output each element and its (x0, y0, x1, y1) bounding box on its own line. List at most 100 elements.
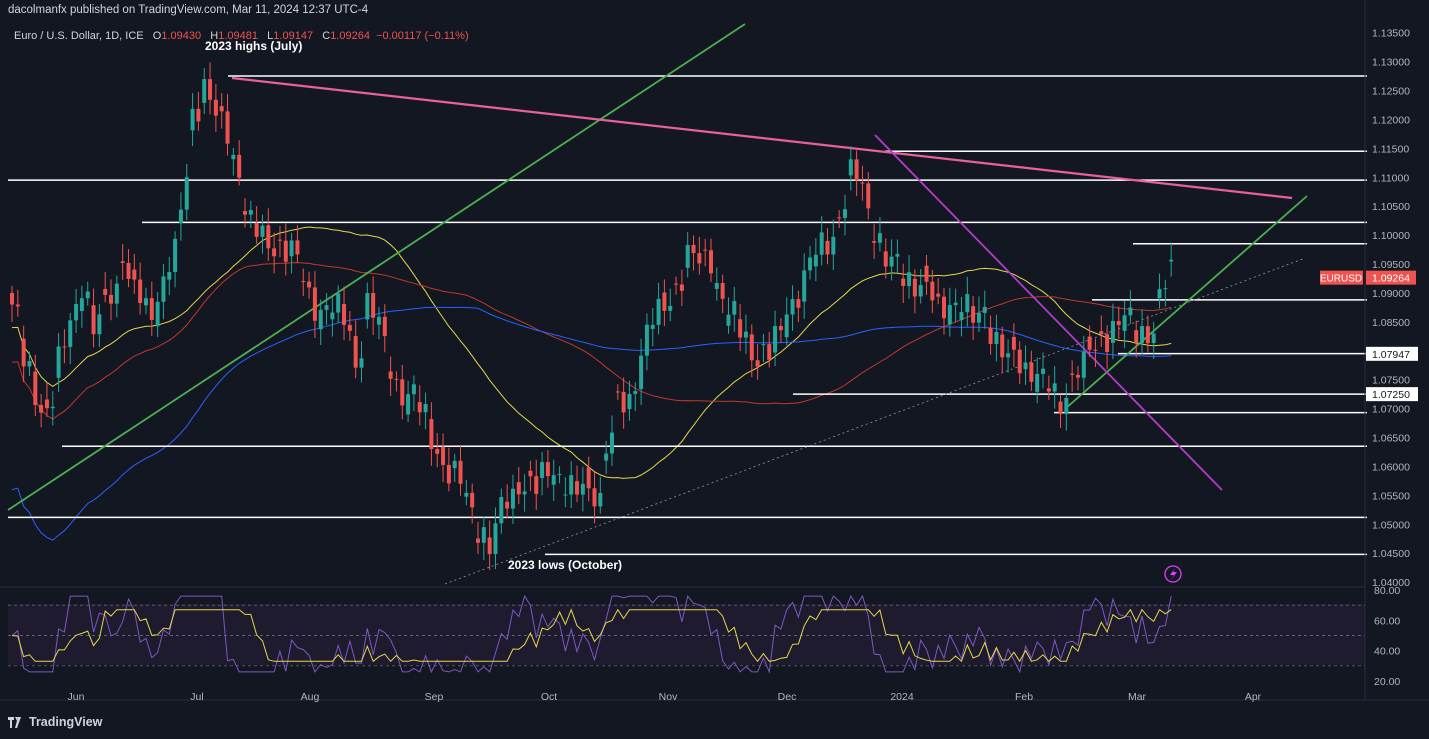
candle-body (155, 301, 160, 327)
candle-body (167, 272, 172, 280)
low-label: L (267, 30, 274, 42)
candle (982, 290, 987, 329)
time-tick-label: Aug (301, 691, 320, 703)
candle (138, 262, 143, 315)
candle-body (738, 319, 743, 338)
candle (1116, 306, 1121, 339)
price-tick-label: 1.06500 (1372, 433, 1410, 445)
candle-body (353, 336, 358, 368)
candle (1064, 383, 1069, 431)
candle (312, 271, 317, 339)
symbol-description: Euro / U.S. Dollar, 1D, ICE (14, 30, 144, 42)
candle (1110, 303, 1115, 360)
high-label: H (210, 30, 219, 42)
candle (837, 210, 842, 229)
candle (703, 238, 708, 267)
candle-body (697, 253, 702, 264)
candle (557, 466, 562, 484)
candle-body (510, 488, 515, 509)
tradingview-brand[interactable]: TradingView (8, 715, 102, 729)
candle (662, 279, 667, 327)
candle (213, 83, 218, 132)
candle-body (1122, 315, 1127, 331)
candle (126, 249, 131, 288)
candle (120, 243, 125, 281)
brand-label: TradingView (29, 715, 103, 729)
candle (173, 231, 178, 288)
candle (901, 263, 906, 304)
candle-body (324, 305, 329, 310)
candle (778, 318, 783, 343)
candle (627, 380, 632, 421)
candle (621, 377, 626, 429)
candle-body (452, 460, 457, 469)
candle (33, 354, 38, 417)
candle (697, 236, 702, 275)
candle (767, 331, 772, 368)
candle (470, 483, 475, 524)
candle (499, 488, 504, 534)
annotations: 2023 highs (July) 2023 lows (October) (205, 39, 1182, 583)
candle (633, 382, 638, 412)
candle (1041, 352, 1046, 389)
candle (464, 479, 469, 506)
candle-body (545, 462, 550, 477)
candle (936, 277, 941, 305)
candle-body (68, 320, 73, 347)
candle (184, 163, 189, 221)
candle (237, 140, 242, 186)
candle-body (831, 236, 836, 255)
candle-body (761, 344, 766, 346)
candle-body (1052, 383, 1057, 392)
candle-body (417, 402, 422, 413)
candle (476, 521, 480, 555)
candle-body (790, 299, 795, 315)
candle (580, 466, 585, 512)
candle-body (528, 470, 533, 477)
candle (1081, 335, 1086, 391)
price-tick-label: 1.07000 (1372, 404, 1410, 416)
candle (44, 382, 49, 418)
candle (493, 507, 498, 570)
candle-body (837, 217, 842, 219)
candle (481, 516, 486, 561)
candle-body (219, 106, 224, 112)
candle-body (540, 462, 545, 479)
candle-body (1023, 362, 1028, 370)
price-tick-label: 1.09000 (1372, 288, 1410, 300)
candle (178, 192, 183, 241)
candle-body (74, 304, 79, 321)
candle-body (499, 497, 504, 524)
dashed-support-trendline (444, 257, 1306, 585)
time-tick-label: Sep (425, 691, 444, 703)
candle-body (21, 338, 26, 367)
candle-body (994, 331, 999, 344)
candle-body (674, 283, 679, 285)
candle-body (330, 312, 335, 320)
candle-body (936, 293, 941, 297)
candle (522, 474, 527, 512)
candle (208, 62, 213, 115)
candle (266, 208, 271, 262)
candle (1000, 326, 1005, 373)
moving-averages (11, 226, 1172, 541)
candle (382, 304, 387, 353)
candle (429, 402, 434, 466)
candle-body (1070, 373, 1075, 375)
candle (91, 288, 96, 348)
candle-body (254, 222, 259, 237)
price-tick-label: 1.06000 (1372, 461, 1410, 473)
candle (644, 313, 649, 371)
candle (808, 245, 813, 280)
candle (254, 206, 259, 244)
symbol-legend[interactable]: Euro / U.S. Dollar, 1D, ICE O1.09430 H1.… (14, 30, 469, 42)
candle (68, 312, 73, 365)
candle-body (85, 291, 90, 299)
candle-body (120, 261, 125, 263)
candle (877, 217, 882, 252)
candle (656, 282, 661, 335)
candle-body (551, 475, 556, 485)
candle (505, 484, 510, 519)
rsi-pane (8, 594, 1365, 674)
